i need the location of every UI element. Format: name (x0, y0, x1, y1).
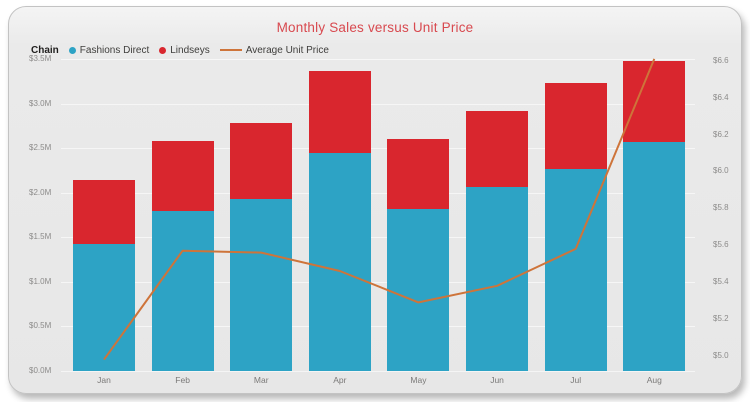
y-axis-left-label: $3.0M (29, 98, 52, 108)
y-axis-left-label: $2.0M (29, 187, 52, 197)
legend-item-fashions-direct[interactable]: Fashions Direct (68, 44, 150, 56)
gridline (61, 59, 695, 60)
x-axis-label: Feb (175, 375, 190, 385)
bar-segment-lindseys-mar[interactable] (230, 123, 293, 199)
bar-segment-lindseys-jan[interactable] (73, 180, 135, 244)
y-axis-right-label: $5.0 (713, 350, 729, 360)
chart-title: Monthly Sales versus Unit Price (276, 20, 474, 35)
legend-item-label: Fashions Direct (79, 44, 150, 56)
bar-segment-fashions-direct-aug[interactable] (623, 141, 686, 371)
bar-segment-lindseys-jun[interactable] (466, 110, 529, 188)
y-axis-right-label: $6.6 (713, 55, 729, 65)
bar-segment-fashions-direct-jan[interactable] (73, 243, 135, 371)
y-axis-right-label: $6.2 (713, 129, 729, 139)
x-axis-label: Jul (570, 375, 582, 385)
bar-segment-lindseys-feb[interactable] (151, 141, 214, 211)
gridline (61, 371, 695, 372)
x-axis-label: Jun (490, 375, 504, 385)
legend-item-label: Average Unit Price (245, 44, 329, 56)
y-axis-right-label: $5.4 (713, 277, 729, 287)
bar-segment-fashions-direct-jul[interactable] (544, 168, 607, 371)
y-axis-right-label: $6.0 (713, 166, 729, 176)
bar-segment-lindseys-aug[interactable] (623, 60, 686, 142)
fashions-direct-dot-icon (68, 46, 76, 54)
chart-visual-card: Monthly Sales versus Unit Price Chain Fa… (8, 6, 742, 394)
y-axis-left-label: $0.0M (29, 366, 52, 375)
y-axis-left-label: $0.5M (29, 321, 52, 331)
x-axis-label: Apr (333, 375, 347, 385)
x-axis-label: Mar (253, 375, 269, 385)
x-axis-label: May (410, 375, 427, 385)
lindseys-dot-icon (159, 46, 167, 54)
legend-item-lindseys[interactable]: Lindseys (159, 44, 210, 56)
legend-item-average-unit-price[interactable]: Average Unit Price (219, 44, 329, 56)
bar-segment-fashions-direct-mar[interactable] (230, 198, 293, 371)
x-axis-label: Jan (97, 375, 111, 385)
y-axis-right-label: $5.2 (713, 314, 729, 323)
bar-segment-fashions-direct-jun[interactable] (466, 187, 529, 371)
bar-segment-lindseys-may[interactable] (387, 139, 450, 209)
y-axis-left-label: $2.5M (29, 143, 52, 153)
bar-segment-lindseys-jul[interactable] (544, 83, 607, 169)
legend: Chain Fashions Direct Lindseys Average U… (31, 43, 329, 57)
unit-price-line-swatch-icon (219, 49, 242, 51)
y-axis-left-label: $1.5M (29, 232, 52, 242)
legend-title: Chain (31, 44, 59, 56)
y-axis-left-label: $1.0M (29, 276, 52, 286)
bar-segment-lindseys-apr[interactable] (308, 70, 371, 154)
y-axis-right-label: $5.6 (713, 240, 729, 250)
legend-item-label: Lindseys (170, 44, 210, 56)
bar-segment-fashions-direct-may[interactable] (387, 208, 450, 371)
bar-segment-fashions-direct-apr[interactable] (308, 153, 371, 371)
y-axis-left-label: $3.5M (29, 54, 52, 63)
x-axis-label: Aug (646, 375, 662, 385)
y-axis-right-label: $6.4 (713, 92, 729, 102)
y-axis-right-label: $5.8 (713, 203, 729, 213)
bar-segment-fashions-direct-feb[interactable] (151, 210, 214, 371)
